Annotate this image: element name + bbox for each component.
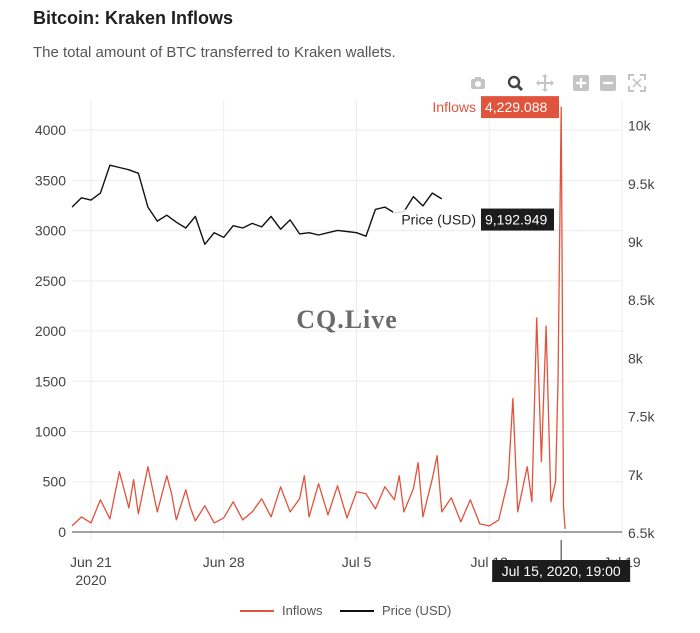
zoom-icon[interactable] [505,73,525,93]
hover-inflows-label: Inflows [432,99,476,115]
y-left-tick-label: 3500 [35,172,66,188]
autoscale-icon[interactable] [627,73,647,93]
y-right-tick-label: 7k [628,467,644,483]
legend-swatch-inflows [240,609,274,612]
hover-x-box [492,560,631,582]
hover-x-label: Jul 15, 2020, 19:00 [502,563,621,579]
x-tick-sublabel: 2020 [75,572,106,588]
chart-title: Bitcoin: Kraken Inflows [33,8,234,28]
pan-icon[interactable] [535,73,555,93]
hover-price-box [481,208,554,231]
hover-inflows-box [481,96,559,119]
hover-price-label: Price (USD) [401,212,476,228]
y-left-tick-label: 1500 [35,373,66,389]
y-left-tick-label: 0 [58,524,66,540]
y-left-tick-label: 2000 [35,323,66,339]
chart-card: Bitcoin: Kraken Inflows The total amount… [12,0,688,633]
zoom-out-icon[interactable] [598,73,618,93]
legend-label-inflows: Inflows [282,603,323,618]
y-left-tick-label: 3000 [35,223,66,239]
y-right-tick-label: 9k [628,234,644,250]
y-left-tick-label: 2500 [35,273,66,289]
x-tick-label: Jul 5 [342,554,372,570]
hover-price-value: 9,192.949 [485,212,547,228]
zoom-in-icon[interactable] [571,73,591,93]
price-line [71,164,443,246]
y-left-tick-label: 500 [43,474,67,490]
y-right-tick-label: 8k [628,350,644,366]
hover-price-label-bg [393,209,478,230]
watermark: CQ.Live [296,305,398,334]
x-tick-label: Jun 28 [203,554,245,570]
y-left-tick-label: 4000 [35,122,66,138]
y-right-tick-label: 7.5k [628,409,655,425]
inflows-line [71,106,566,529]
legend-item-inflows[interactable]: Inflows [240,603,322,618]
hover-inflows-value: 4,229.088 [485,99,547,115]
legend-item-price[interactable]: Price (USD) [340,603,451,618]
y-right-tick-label: 8.5k [628,292,655,308]
y-right-tick-label: 10k [628,118,652,134]
x-tick-label: Jun 21 [70,554,112,570]
chart-subtitle: The total amount of BTC transferred to K… [33,44,396,61]
camera-icon[interactable] [468,73,488,93]
legend-label-price: Price (USD) [382,603,452,618]
y-right-tick-label: 6.5k [628,525,655,541]
y-right-tick-label: 9.5k [628,176,655,192]
y-left-tick-label: 1000 [35,424,66,440]
legend-swatch-price [340,609,374,612]
